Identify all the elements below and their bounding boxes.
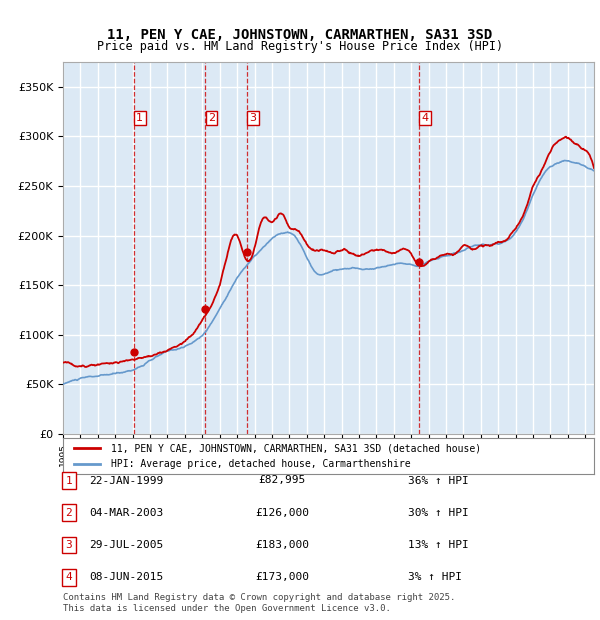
Text: 2: 2 — [208, 113, 215, 123]
Text: £173,000: £173,000 — [255, 572, 309, 582]
Text: 22-JAN-1999: 22-JAN-1999 — [89, 476, 163, 485]
Text: 11, PEN Y CAE, JOHNSTOWN, CARMARTHEN, SA31 3SD: 11, PEN Y CAE, JOHNSTOWN, CARMARTHEN, SA… — [107, 28, 493, 42]
Text: 36% ↑ HPI: 36% ↑ HPI — [408, 476, 469, 485]
Text: Contains HM Land Registry data © Crown copyright and database right 2025.
This d: Contains HM Land Registry data © Crown c… — [63, 593, 455, 613]
Text: 08-JUN-2015: 08-JUN-2015 — [89, 572, 163, 582]
Text: 4: 4 — [421, 113, 428, 123]
Text: £126,000: £126,000 — [255, 508, 309, 518]
Text: 1: 1 — [136, 113, 143, 123]
Text: 4: 4 — [65, 572, 73, 582]
Text: £82,995: £82,995 — [259, 476, 305, 485]
Text: 11, PEN Y CAE, JOHNSTOWN, CARMARTHEN, SA31 3SD (detached house): 11, PEN Y CAE, JOHNSTOWN, CARMARTHEN, SA… — [111, 443, 481, 453]
Text: 3: 3 — [65, 540, 73, 550]
Text: 30% ↑ HPI: 30% ↑ HPI — [408, 508, 469, 518]
Text: £183,000: £183,000 — [255, 540, 309, 550]
Text: 3: 3 — [250, 113, 257, 123]
Text: Price paid vs. HM Land Registry's House Price Index (HPI): Price paid vs. HM Land Registry's House … — [97, 40, 503, 53]
Text: HPI: Average price, detached house, Carmarthenshire: HPI: Average price, detached house, Carm… — [111, 459, 410, 469]
Text: 3% ↑ HPI: 3% ↑ HPI — [408, 572, 462, 582]
Text: 1: 1 — [65, 476, 73, 485]
Text: 04-MAR-2003: 04-MAR-2003 — [89, 508, 163, 518]
Text: 13% ↑ HPI: 13% ↑ HPI — [408, 540, 469, 550]
Text: 2: 2 — [65, 508, 73, 518]
Text: 29-JUL-2005: 29-JUL-2005 — [89, 540, 163, 550]
